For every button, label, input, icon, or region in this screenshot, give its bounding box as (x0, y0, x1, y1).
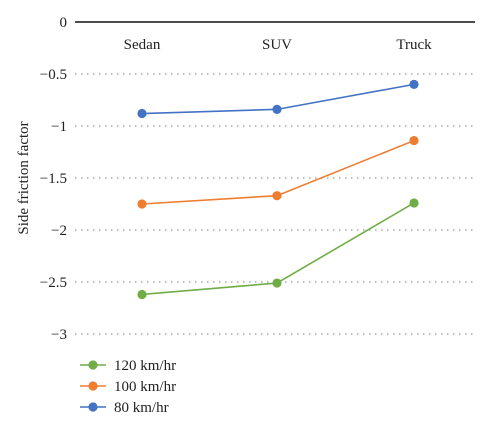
legend-marker (88, 381, 98, 391)
data-point (409, 79, 419, 89)
data-point (272, 104, 282, 114)
data-point (137, 108, 147, 119)
y-tick-label: −1.5 (40, 171, 67, 187)
category-label: Truck (396, 37, 432, 53)
y-tick-label: −2 (51, 223, 67, 239)
data-point (272, 191, 282, 201)
category-label: Sedan (124, 37, 161, 53)
y-tick-label: −1 (51, 119, 67, 135)
series-layer (137, 79, 419, 300)
data-point (137, 289, 147, 300)
data-point (409, 135, 419, 146)
legend: 120 km/hr 100 km/hr 80 km/hr (80, 358, 176, 416)
y-tick-label: −0.5 (40, 67, 67, 83)
legend-marker (88, 360, 98, 370)
grid-layer (75, 21, 475, 335)
legend-label: 120 km/hr (114, 358, 176, 374)
data-point (409, 198, 419, 208)
category-labels: Sedan SUV Truck (124, 37, 432, 53)
y-tick-labels: 0 −0.5 −1 −1.5 −2 −2.5 −3 (40, 15, 67, 343)
y-axis-title: Side friction factor (16, 121, 32, 234)
data-point (137, 199, 147, 209)
legend-label: 80 km/hr (114, 400, 169, 416)
category-label: SUV (262, 37, 292, 53)
y-tick-label: 0 (60, 15, 68, 31)
legend-label: 100 km/hr (114, 379, 176, 395)
y-tick-label: −3 (51, 327, 67, 343)
y-tick-label: −2.5 (40, 275, 67, 291)
data-point (272, 278, 282, 288)
legend-marker (88, 402, 98, 412)
